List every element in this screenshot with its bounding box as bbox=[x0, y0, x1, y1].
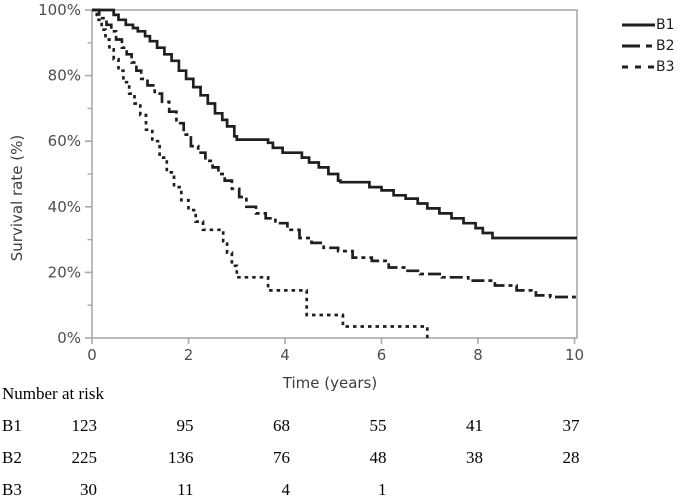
legend-item-b2: B2 bbox=[622, 35, 675, 56]
legend-item-b3: B3 bbox=[622, 56, 675, 77]
x-tick-label: 4 bbox=[280, 346, 290, 364]
risk-count: 4 bbox=[281, 480, 291, 499]
y-axis-title: Survival rate (%) bbox=[8, 134, 26, 262]
legend-line-sample-dash-dot bbox=[622, 44, 655, 47]
risk-count: 41 bbox=[466, 416, 483, 435]
risk-count: 95 bbox=[176, 416, 194, 435]
y-tick-label: 60% bbox=[48, 132, 81, 150]
x-tick-label: 8 bbox=[473, 346, 483, 364]
risk-count: 76 bbox=[273, 448, 290, 467]
risk-count: 68 bbox=[273, 416, 290, 435]
risk-count: 37 bbox=[562, 416, 580, 435]
legend-item-b1: B1 bbox=[622, 14, 675, 35]
risk-count: 123 bbox=[71, 416, 98, 435]
risk-count: 28 bbox=[562, 448, 580, 467]
y-tick-label: 100% bbox=[38, 1, 81, 19]
legend-line-sample-dotted bbox=[622, 65, 655, 68]
curve-b1 bbox=[92, 8, 577, 240]
curve-b2 bbox=[92, 8, 577, 300]
risk-count: 136 bbox=[168, 448, 194, 467]
risk-row-label: B2 bbox=[2, 448, 22, 467]
x-axis-title: Time (years) bbox=[282, 374, 378, 392]
y-tick-label: 80% bbox=[48, 67, 81, 85]
survival-plot-canvas: 0% 20% 40% 60% 80% 100% 0 2 4 6 8 10 bbox=[38, 1, 584, 364]
risk-count: 1 bbox=[378, 480, 387, 499]
risk-count: 30 bbox=[80, 480, 97, 499]
risk-count: 55 bbox=[369, 416, 387, 435]
x-tick-label: 10 bbox=[565, 346, 584, 364]
curve-b3 bbox=[92, 8, 429, 338]
x-tick-label: 6 bbox=[377, 346, 387, 364]
legend-label: B1 bbox=[656, 16, 675, 33]
x-tick-label: 0 bbox=[87, 346, 97, 364]
legend-line-sample-solid bbox=[622, 23, 655, 26]
legend: B1 B2 B3 bbox=[622, 14, 675, 77]
risk-count: 225 bbox=[71, 448, 98, 467]
x-tick-label: 2 bbox=[184, 346, 194, 364]
risk-count: 38 bbox=[466, 448, 483, 467]
y-tick-label: 0% bbox=[57, 329, 81, 347]
y-tick-label: 20% bbox=[48, 263, 81, 281]
risk-row-label: B3 bbox=[2, 480, 22, 499]
risk-row-label: B1 bbox=[2, 416, 22, 435]
risk-count: 48 bbox=[369, 448, 387, 467]
legend-label: B3 bbox=[656, 58, 675, 75]
y-tick-label: 40% bbox=[48, 198, 81, 216]
legend-label: B2 bbox=[656, 37, 675, 54]
number-at-risk-title: Number at risk bbox=[2, 384, 104, 403]
risk-count: 11 bbox=[177, 480, 194, 499]
